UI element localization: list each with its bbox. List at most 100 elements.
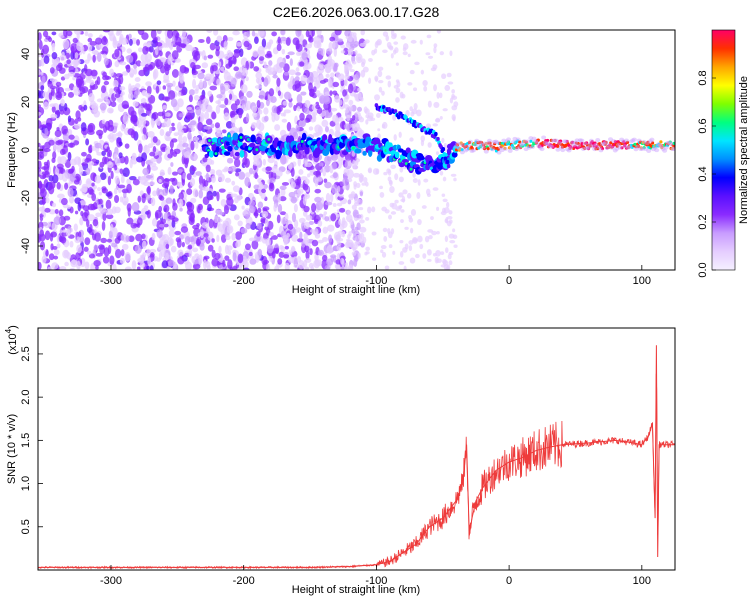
spectrogram-cell bbox=[221, 129, 227, 134]
spectrogram-cell bbox=[452, 116, 456, 122]
spectrogram-cell bbox=[87, 145, 93, 154]
spectrogram-cell bbox=[393, 85, 399, 89]
spectrogram-cell bbox=[288, 191, 296, 198]
spectrogram-cell bbox=[239, 136, 243, 140]
spectrogram-cell bbox=[518, 140, 522, 144]
spectrogram-cell bbox=[316, 64, 325, 75]
spectrogram-cell bbox=[97, 187, 101, 192]
spectrogram-cell bbox=[89, 41, 97, 46]
spectrogram-cell bbox=[293, 104, 297, 112]
spectrogram-cell bbox=[192, 224, 200, 230]
spectrogram-cell bbox=[417, 179, 421, 186]
spectrogram-cell bbox=[187, 106, 193, 111]
spectrogram-cell bbox=[166, 30, 173, 39]
spectrogram-cell bbox=[119, 196, 124, 203]
spectrogram-cell bbox=[45, 197, 50, 204]
spectrogram-cell bbox=[248, 237, 256, 242]
spectrogram-cell bbox=[192, 188, 199, 198]
spectrogram-cell bbox=[442, 108, 448, 112]
spectrogram-cell bbox=[51, 262, 59, 270]
spectrogram-cell bbox=[409, 167, 413, 171]
spectrogram-cell bbox=[102, 71, 107, 78]
spectrogram-cell bbox=[206, 264, 211, 270]
spectrogram-cell bbox=[127, 128, 135, 136]
spectrogram-cell bbox=[619, 137, 625, 142]
spectrogram-cell bbox=[641, 139, 647, 144]
spectrogram-cell bbox=[501, 138, 507, 143]
spectrogram-cell bbox=[248, 142, 256, 148]
spectrogram-cell bbox=[559, 139, 563, 143]
spectrogram-cell bbox=[381, 206, 387, 212]
spectrogram-cell bbox=[474, 138, 480, 143]
spectrogram-cell bbox=[436, 231, 440, 235]
spectrogram-cell bbox=[165, 37, 171, 46]
spectrogram-cell bbox=[315, 170, 322, 179]
spectrogram-cell bbox=[278, 104, 283, 112]
spectrogram-cell bbox=[483, 149, 489, 154]
spectrogram-x-tick-label: 0 bbox=[506, 275, 512, 287]
spectrogram-cell bbox=[194, 253, 200, 260]
spectrogram-cell bbox=[114, 194, 120, 204]
spectrogram-cell bbox=[445, 159, 450, 165]
spectrogram-cell bbox=[212, 190, 217, 197]
spectrogram-cell bbox=[70, 51, 75, 60]
spectrogram-cell bbox=[338, 194, 345, 198]
spectrogram-cell bbox=[477, 139, 483, 144]
spectrogram-cell bbox=[232, 185, 240, 193]
spectrogram-cell bbox=[408, 214, 413, 220]
colorbar: 0.0 0.2 0.4 0.6 0.8 Normalized spectral ampl… bbox=[697, 29, 750, 278]
spectrogram-cell bbox=[145, 93, 152, 98]
spectrogram-cell bbox=[402, 51, 408, 56]
spectrogram-cell bbox=[74, 118, 79, 125]
spectrogram-cell bbox=[156, 229, 163, 238]
spectrogram-cell bbox=[182, 30, 187, 38]
spectrogram-cell bbox=[243, 151, 248, 159]
spectrogram-cell bbox=[207, 139, 211, 143]
spectrogram-cell bbox=[83, 104, 88, 111]
spectrogram-cell bbox=[168, 90, 176, 100]
spectrogram-cell bbox=[604, 146, 610, 151]
spectrogram-cell bbox=[290, 245, 296, 253]
spectrogram-cell bbox=[195, 171, 202, 176]
spectrogram-cell bbox=[224, 177, 232, 183]
spectrogram-cell bbox=[514, 147, 520, 152]
spectrogram-cell bbox=[262, 158, 267, 166]
spectrogram-cell bbox=[312, 231, 318, 236]
spectrogram-cell bbox=[67, 71, 76, 77]
spectrogram-cell bbox=[278, 245, 284, 250]
spectrogram-cell bbox=[576, 143, 582, 148]
spectrogram-cell bbox=[257, 201, 264, 209]
snr-x-tick-label: -200 bbox=[233, 575, 255, 587]
spectrogram-cell bbox=[146, 209, 151, 219]
spectrogram-cell bbox=[49, 103, 56, 108]
spectrogram-y-tick-label: 20 bbox=[20, 96, 32, 108]
spectrogram-cell bbox=[293, 263, 300, 269]
spectrogram-cell bbox=[38, 69, 41, 76]
spectrogram-cell bbox=[114, 187, 118, 195]
spectrogram-cell bbox=[165, 146, 171, 155]
spectrogram-cell bbox=[49, 78, 55, 82]
spectrogram-cell bbox=[62, 39, 70, 50]
spectrogram-cell bbox=[412, 87, 418, 92]
spectrogram-cell bbox=[220, 234, 227, 243]
spectrogram-cell bbox=[197, 203, 203, 211]
spectrogram-cell bbox=[323, 78, 329, 83]
spectrogram-cell bbox=[275, 170, 283, 178]
spectrogram-cell bbox=[173, 132, 179, 137]
spectrogram-cell bbox=[101, 150, 106, 157]
spectrogram-cell bbox=[520, 144, 525, 148]
spectrogram-cell bbox=[239, 126, 243, 135]
spectrogram-cell bbox=[38, 40, 43, 50]
spectrogram-cell bbox=[188, 94, 193, 103]
spectrogram-cell bbox=[668, 140, 672, 144]
spectrogram-cell bbox=[639, 146, 644, 150]
spectrogram-cell bbox=[124, 155, 129, 165]
spectrogram-cell bbox=[104, 75, 112, 80]
spectrogram-cell bbox=[256, 231, 261, 237]
spectrogram-cell bbox=[206, 30, 213, 33]
spectrogram-cell bbox=[353, 40, 359, 47]
spectrogram-cell bbox=[335, 234, 342, 239]
spectrogram-cell bbox=[317, 220, 323, 227]
spectrogram-cell bbox=[348, 105, 353, 112]
spectrogram-cell bbox=[40, 85, 45, 91]
